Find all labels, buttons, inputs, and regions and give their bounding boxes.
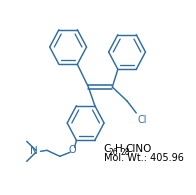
- Text: N: N: [30, 146, 38, 156]
- Text: O: O: [69, 145, 77, 155]
- Text: Mol. Wt.: 405.96: Mol. Wt.: 405.96: [104, 153, 184, 163]
- Text: H: H: [115, 144, 122, 154]
- Text: ClNO: ClNO: [126, 144, 152, 154]
- Text: C: C: [103, 144, 111, 154]
- Text: 26: 26: [109, 148, 118, 157]
- Text: Cl: Cl: [137, 115, 147, 125]
- Text: 28: 28: [120, 148, 130, 157]
